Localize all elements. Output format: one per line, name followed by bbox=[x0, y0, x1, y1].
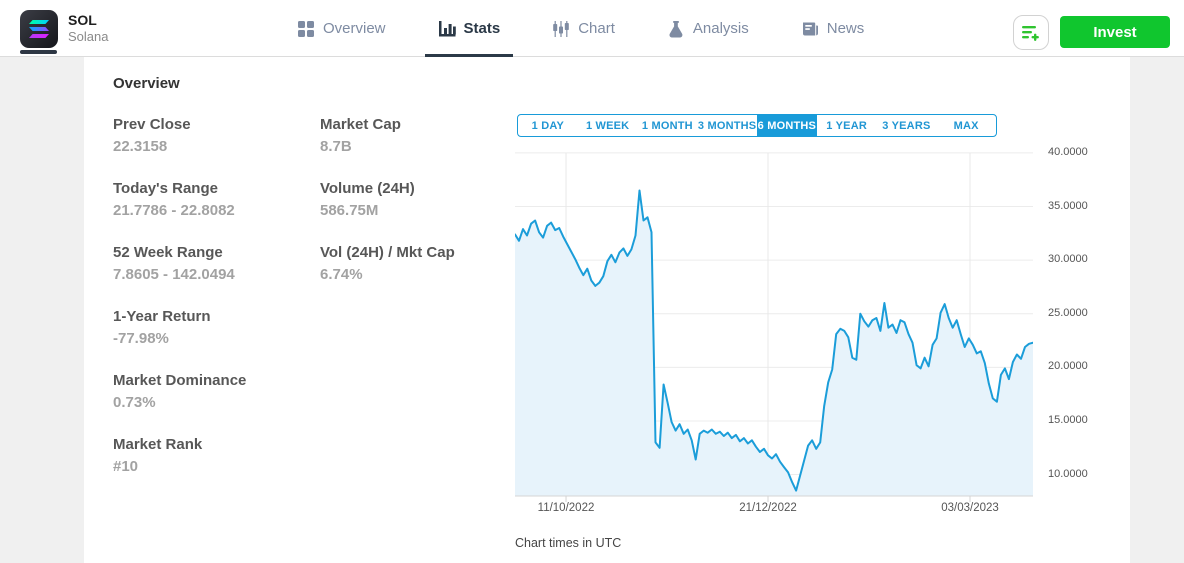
flask-icon bbox=[669, 20, 683, 37]
y-tick-label: 30.0000 bbox=[1048, 253, 1088, 266]
asset-symbol: SOL bbox=[68, 12, 97, 28]
timeframe-1-week[interactable]: 1 WEEK bbox=[585, 119, 630, 132]
stat-volume-24h: Volume (24H) 586.75M bbox=[320, 180, 415, 219]
add-to-list-icon bbox=[1022, 25, 1039, 41]
tab-analysis[interactable]: Analysis bbox=[654, 0, 762, 57]
solana-logo-bar bbox=[29, 20, 49, 24]
y-tick-label: 20.0000 bbox=[1048, 360, 1088, 373]
timeframe-max[interactable]: MAX bbox=[953, 119, 979, 132]
y-tick-label: 15.0000 bbox=[1048, 413, 1088, 426]
price-chart-area: 40.0000 35.0000 30.0000 25.0000 20.0000 15.00… bbox=[515, 139, 1115, 524]
timeframe-selector: 1 DAY 1 WEEK 1 MONTH 3 MONTHS 6 MONTHS 1… bbox=[517, 114, 997, 137]
tab-label: Chart bbox=[578, 20, 615, 37]
stat-todays-range: Today's Range 21.7786 - 22.8082 bbox=[113, 180, 235, 219]
logo-active-indicator bbox=[20, 50, 57, 54]
stat-market-rank: Market Rank #10 bbox=[113, 436, 203, 475]
tab-overview[interactable]: Overview bbox=[284, 0, 399, 57]
solana-logo-bar bbox=[29, 27, 49, 31]
price-chart[interactable] bbox=[515, 139, 1033, 503]
stat-52-week-range: 52 Week Range 7.8605 - 142.0494 bbox=[113, 244, 235, 283]
solana-logo[interactable] bbox=[20, 10, 58, 48]
y-tick-label: 10.0000 bbox=[1048, 467, 1088, 480]
stat-market-dominance: Market Dominance 0.73% bbox=[113, 372, 247, 411]
section-title: Overview bbox=[113, 75, 180, 92]
stat-market-cap: Market Cap 8.7B bbox=[320, 116, 401, 155]
timeframe-1-year[interactable]: 1 YEAR bbox=[826, 119, 867, 132]
news-icon bbox=[802, 22, 818, 35]
timeframe-1-month[interactable]: 1 MONTH bbox=[641, 119, 693, 132]
asset-name: Solana bbox=[68, 29, 109, 44]
timeframe-6-months[interactable]: 6 MONTHS bbox=[757, 115, 817, 136]
solana-logo-bar bbox=[29, 34, 49, 38]
timeframe-1-day[interactable]: 1 DAY bbox=[531, 119, 565, 132]
x-tick-label: 03/03/2023 bbox=[941, 502, 999, 514]
stats-barchart-icon bbox=[438, 20, 456, 36]
y-tick-label: 25.0000 bbox=[1048, 306, 1088, 319]
tab-bar: Overview Stats Chart Analysis bbox=[284, 0, 877, 57]
add-to-watchlist-button[interactable] bbox=[1013, 15, 1049, 50]
invest-button[interactable]: Invest bbox=[1060, 16, 1170, 48]
tab-label: News bbox=[826, 20, 865, 37]
tab-stats[interactable]: Stats bbox=[424, 0, 514, 57]
app-header: SOL Solana Overview Stats Chart bbox=[0, 0, 1184, 57]
timeframe-3-months[interactable]: 3 MONTHS bbox=[697, 119, 757, 132]
candlestick-chart-icon bbox=[553, 20, 570, 37]
stat-prev-close: Prev Close 22.3158 bbox=[113, 116, 191, 155]
tab-chart[interactable]: Chart bbox=[539, 0, 628, 57]
stat-1-year-return: 1-Year Return -77.98% bbox=[113, 308, 211, 347]
y-tick-label: 40.0000 bbox=[1048, 145, 1088, 158]
tab-label: Stats bbox=[463, 20, 501, 37]
y-tick-label: 35.0000 bbox=[1048, 199, 1088, 212]
tab-news[interactable]: News bbox=[788, 0, 878, 57]
timeframe-3-years[interactable]: 3 YEARS bbox=[882, 119, 931, 132]
overview-grid-icon bbox=[298, 20, 314, 37]
x-tick-label: 11/10/2022 bbox=[537, 502, 595, 514]
tab-label: Analysis bbox=[692, 20, 749, 37]
chart-timezone-note: Chart times in UTC bbox=[515, 536, 622, 550]
x-tick-label: 21/12/2022 bbox=[739, 502, 797, 514]
stat-vol-mkt-cap: Vol (24H) / Mkt Cap 6.74% bbox=[320, 244, 455, 283]
tab-label: Overview bbox=[323, 20, 386, 37]
